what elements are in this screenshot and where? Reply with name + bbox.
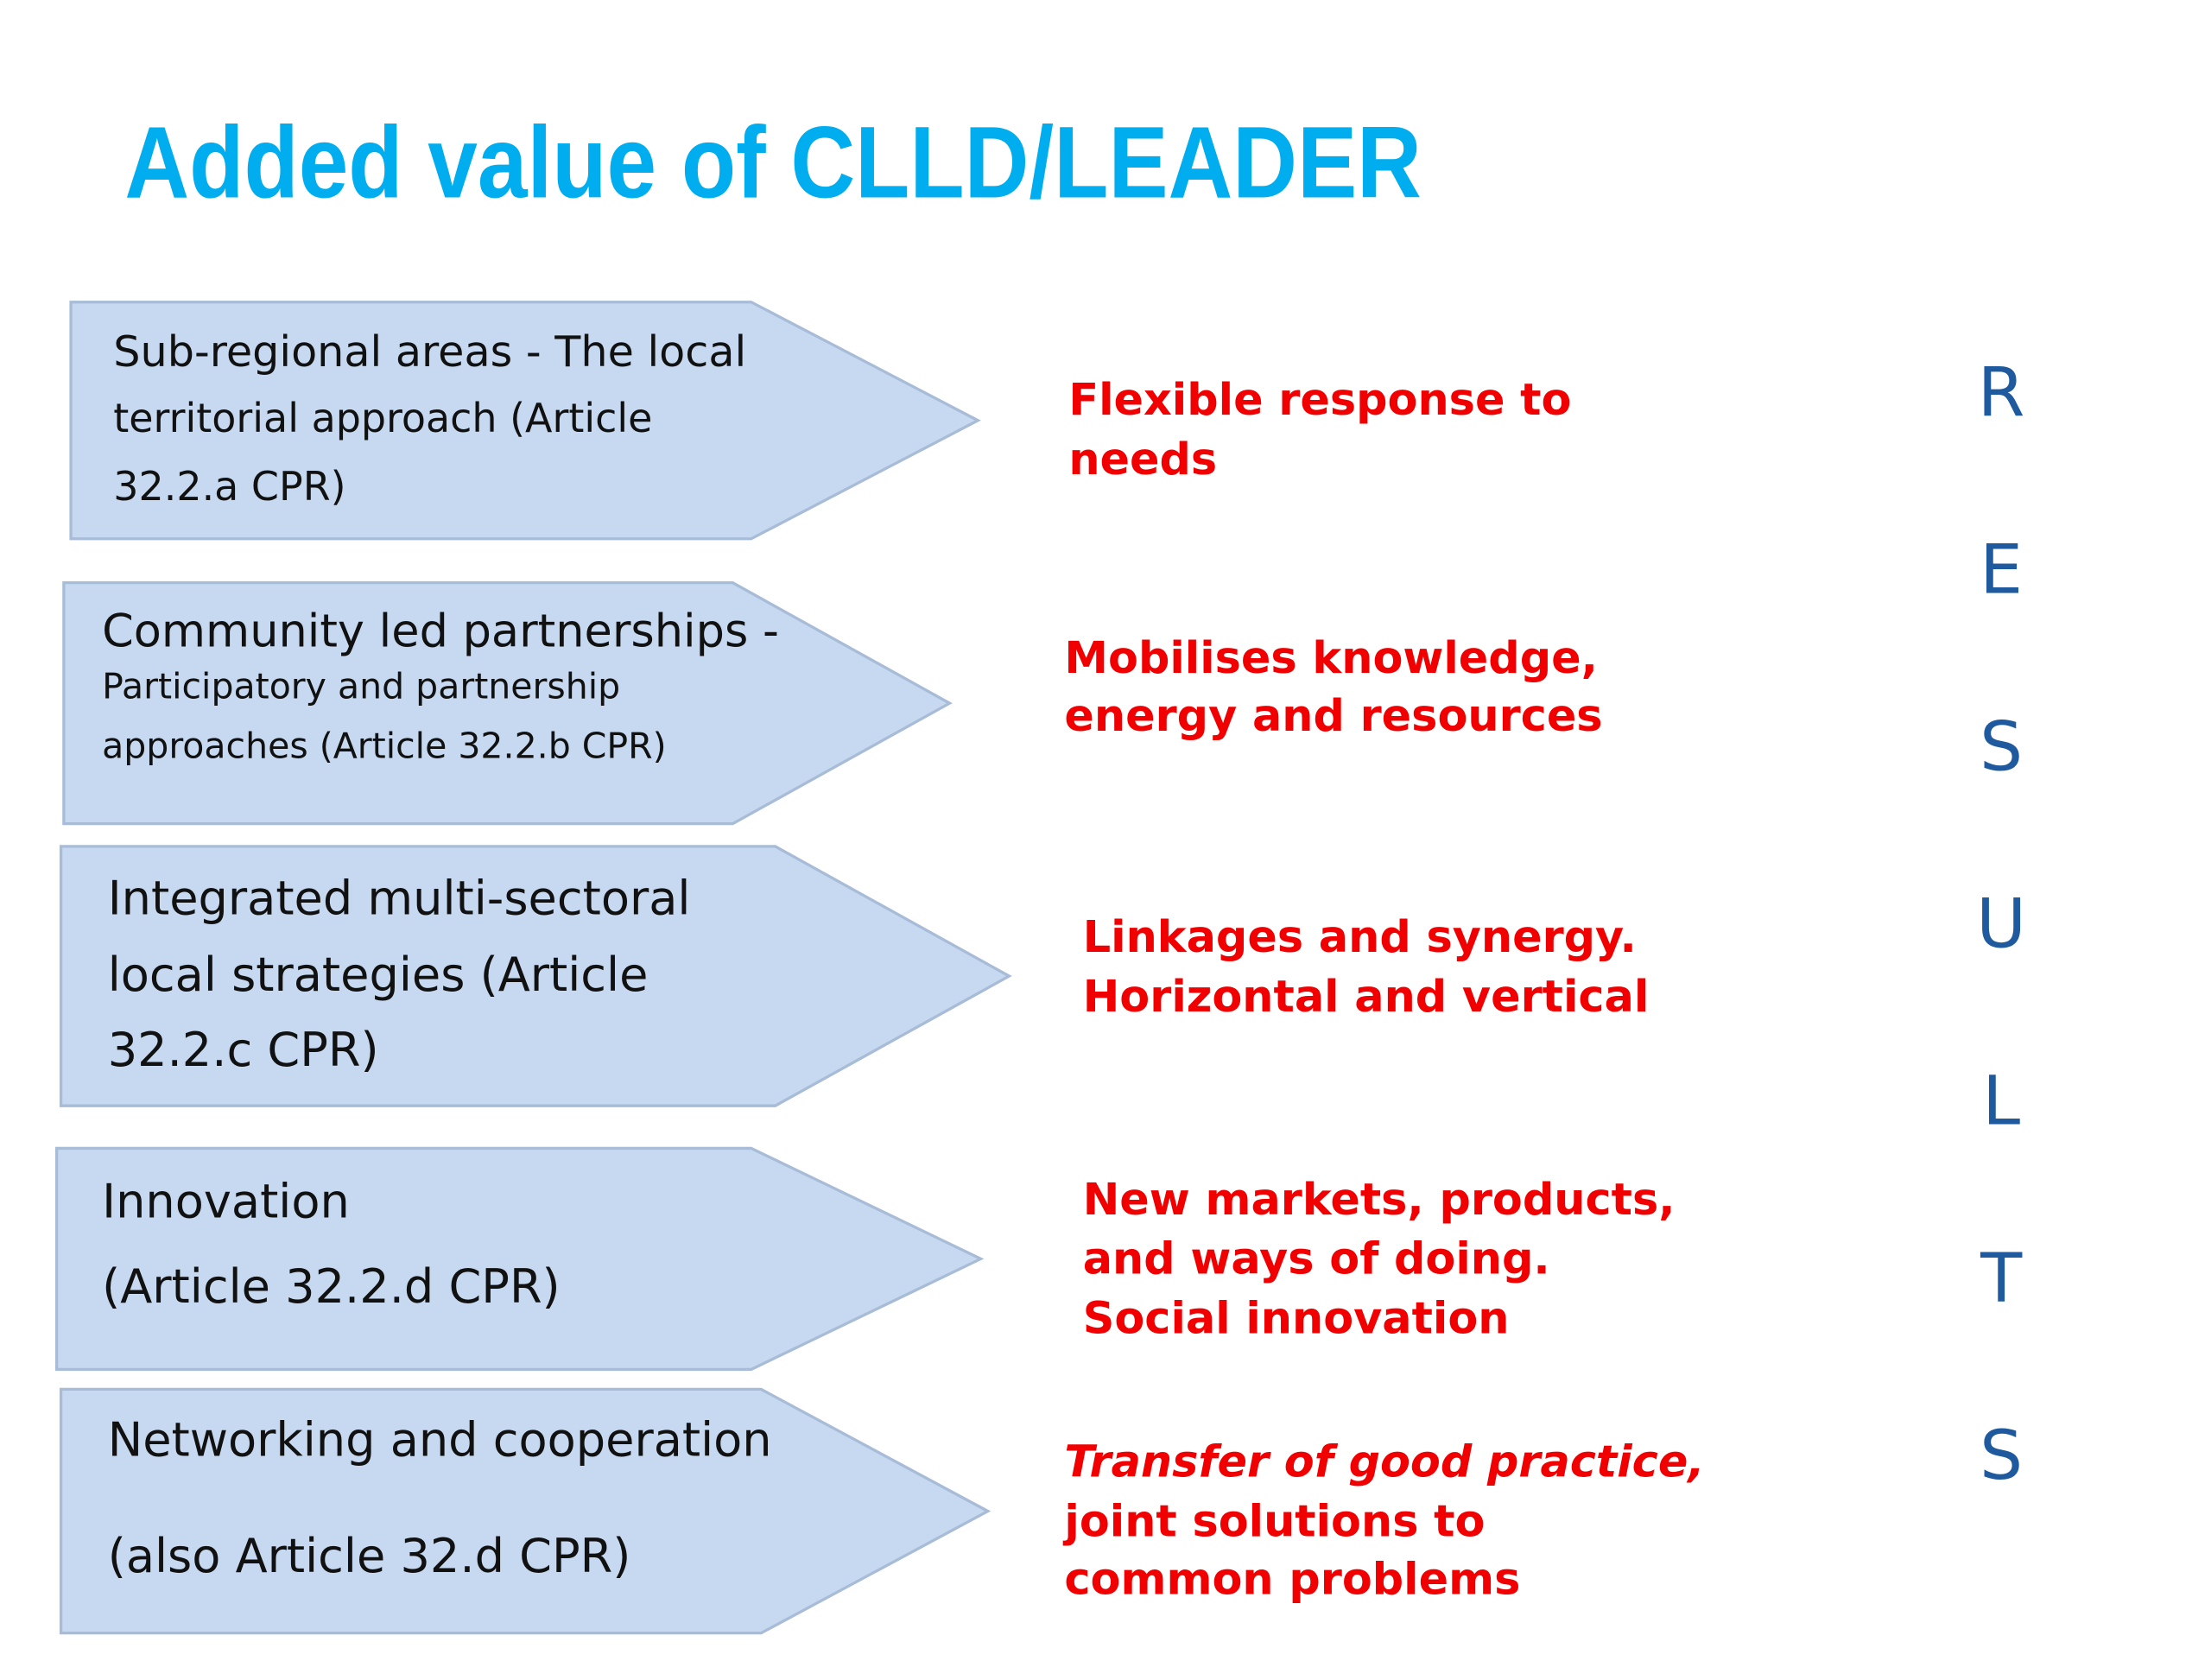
results-letter: E bbox=[1980, 529, 2023, 609]
box-text: 32.2.c CPR) bbox=[108, 1023, 379, 1077]
result-text: needs bbox=[1068, 434, 1217, 485]
box-text: territorial approach (Article bbox=[113, 395, 652, 441]
result-text: New markets, products, bbox=[1083, 1174, 1676, 1225]
result-text: Linkages and synergy. bbox=[1083, 911, 1637, 962]
box-text: Participatory and partnership bbox=[102, 666, 620, 707]
results-letter: U bbox=[1976, 884, 2026, 964]
arrow-box bbox=[55, 1146, 985, 1372]
box-text: Networking and cooperation bbox=[108, 1412, 772, 1467]
box-text: 32.2.a CPR) bbox=[113, 463, 345, 510]
arrow-box bbox=[59, 845, 1012, 1107]
box-text: (also Article 32.d CPR) bbox=[108, 1529, 631, 1583]
results-letter: T bbox=[1980, 1239, 2023, 1318]
result-text: Horizontal and vertical bbox=[1083, 971, 1650, 1022]
result-text: joint solutions to bbox=[1062, 1495, 1485, 1546]
result-text: Flexible response to bbox=[1068, 374, 1571, 425]
result-text: Social innovation bbox=[1083, 1293, 1510, 1344]
arrow-box bbox=[59, 1387, 991, 1635]
result-text: Mobilises knowledge, bbox=[1064, 632, 1598, 683]
result-text: common problems bbox=[1064, 1554, 1520, 1605]
box-text: (Article 32.2.d CPR) bbox=[102, 1259, 561, 1314]
box-text: Integrated multi-sectoral bbox=[108, 872, 691, 926]
results-letter: S bbox=[1980, 707, 2023, 786]
result-text: Transfer of good practice, bbox=[1064, 1436, 1704, 1487]
box-text: Community led partnerships - bbox=[102, 605, 779, 657]
box-text: Sub-regional areas - The local bbox=[113, 326, 746, 377]
result-text: energy and resources bbox=[1064, 690, 1602, 741]
box-text: local strategies (Article bbox=[108, 948, 649, 1002]
box-text: Innovation bbox=[102, 1175, 350, 1229]
arrow-box bbox=[62, 581, 953, 826]
box-text: approaches (Article 32.2.b CPR) bbox=[102, 726, 667, 767]
results-letter: S bbox=[1980, 1416, 2023, 1495]
slide-title: Added value of CLLD/LEADER bbox=[124, 105, 1422, 219]
arrow-box bbox=[69, 301, 981, 541]
results-letter: L bbox=[1982, 1062, 2020, 1141]
result-text: and ways of doing. bbox=[1083, 1233, 1550, 1284]
results-letter: R bbox=[1978, 352, 2025, 432]
